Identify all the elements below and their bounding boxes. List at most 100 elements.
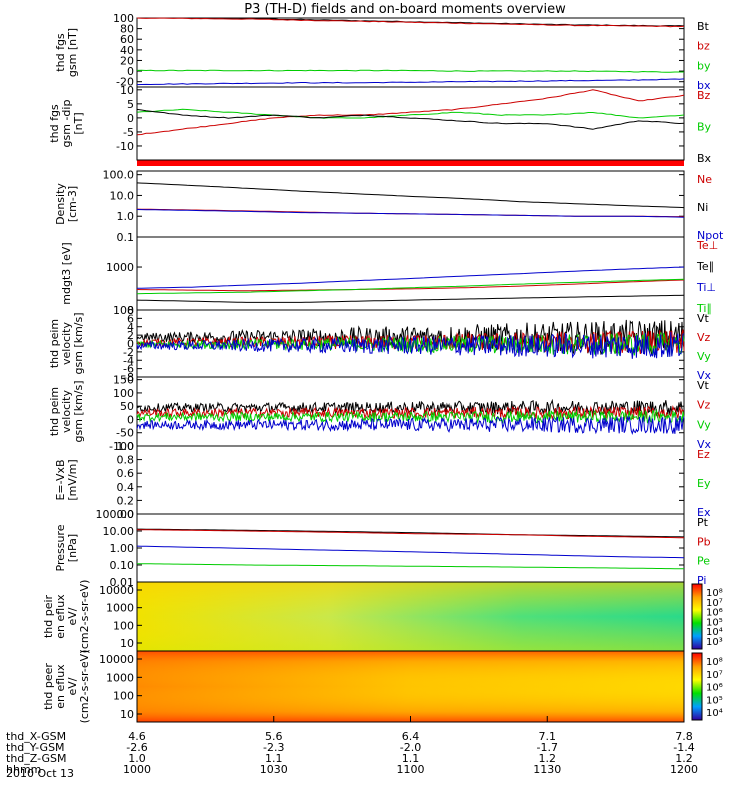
y-tick-label: 5 <box>127 98 134 111</box>
footer-value: 5.6 <box>265 730 283 743</box>
y-tick-label: 0.4 <box>117 481 135 494</box>
y-axis-label: en eflux <box>54 664 67 709</box>
y-tick-label: -2 <box>123 346 134 359</box>
y-tick-label: 20 <box>120 54 134 67</box>
y-axis-label: thd peim <box>48 387 61 436</box>
panel-frame <box>136 236 685 311</box>
footer-value: -2.6 <box>126 741 147 754</box>
y-axis-label: velocity <box>60 322 73 365</box>
legend-2: Ex <box>697 506 711 519</box>
footer-value: 7.1 <box>539 730 557 743</box>
panel-frame <box>136 445 685 515</box>
figure-title: P3 (TH-D) fields and on-board moments ov… <box>244 2 566 17</box>
legend-2: Bx <box>697 152 712 165</box>
y-axis-label: thd peer <box>42 663 55 710</box>
series-line-vx <box>136 331 685 359</box>
y-tick-label: -50 <box>116 427 134 440</box>
series-line-pe <box>137 563 685 570</box>
footer-value: -2.0 <box>400 741 421 754</box>
series-line-te∥ <box>136 294 685 303</box>
series-line-vy <box>136 408 685 425</box>
footer-value: 1.0 <box>128 752 146 765</box>
legend-3: Vx <box>697 438 712 451</box>
y-axis-label: E=-VxB <box>54 459 67 500</box>
y-tick-label: -6 <box>123 363 134 376</box>
legend-3: Pi <box>697 574 706 587</box>
legend-0: Vt <box>697 379 710 392</box>
y-axis-label: gsm [km/s] <box>72 380 85 442</box>
y-axis-label: eV/ <box>66 607 79 625</box>
colorbar-tick-label: 10⁸ <box>706 588 723 599</box>
spectrogram-overlay <box>137 651 684 722</box>
footer-value: 4.6 <box>128 730 146 743</box>
y-axis-label: (cm2-s-sr-eV) <box>78 650 91 724</box>
series-line-vt <box>136 319 685 356</box>
y-axis-label: (cm2-s-sr-eV) <box>78 580 91 654</box>
y-axis-label: Pressure <box>54 524 67 571</box>
y-axis-label: [mV/m] <box>66 459 79 500</box>
footer-labels: thd_X-GSM 4.6 5.6 6.4 7.1 7.8 thd_Y-GSM -2.6 -2.… <box>6 716 698 776</box>
legend-0: Te⊥ <box>696 239 718 252</box>
y-tick-label: 10 <box>120 84 134 97</box>
quality-flag-bar <box>137 160 684 166</box>
y-axis-label: thd peim <box>48 319 61 368</box>
footer-value: -1.7 <box>537 741 558 754</box>
legend-1: bz <box>697 40 710 53</box>
series-line-bz <box>136 89 685 136</box>
y-tick-label: 10.00 <box>103 525 135 538</box>
colorbar-tick-label: 10⁷ <box>706 670 723 681</box>
colorbar <box>691 652 703 721</box>
legend-2: Vy <box>697 418 711 431</box>
y-axis-label: [nT] <box>72 112 85 134</box>
footer-row-label: thd_Y-GSM <box>6 741 65 754</box>
y-tick-label: 100 <box>113 304 134 317</box>
y-tick-label: 0 <box>127 413 134 426</box>
y-tick-label: 0 <box>127 112 134 125</box>
y-tick-label: 0.10 <box>110 559 135 572</box>
y-axis-label: Density <box>54 183 67 225</box>
legend-3: Vx <box>697 369 712 382</box>
y-axis-label: [cm-3] <box>66 186 79 222</box>
panel-3: 100.0 10.0 1.0 0.1 Ne Ni Npot Density [cm-3] <box>54 169 724 244</box>
y-axis-label: gsm [nT] <box>66 28 79 77</box>
legend-2: by <box>697 59 711 72</box>
footer-value: 1.2 <box>539 752 557 765</box>
y-axis-label: velocity <box>60 390 73 433</box>
footer-value: 1.1 <box>265 752 283 765</box>
y-tick-label: 10000 <box>99 584 134 597</box>
footer-value: 1130 <box>533 763 561 776</box>
y-tick-label: 0 <box>127 338 134 351</box>
y-tick-label: 0.6 <box>117 467 135 480</box>
series-line-vy <box>136 332 685 357</box>
footer-value: 1000 <box>123 763 151 776</box>
series-line-vx <box>136 415 685 435</box>
y-tick-label: 10 <box>120 708 134 721</box>
footer-row-label: thd_X-GSM <box>6 730 66 743</box>
colorbar-tick-label: 10⁴ <box>706 627 723 638</box>
colorbar-tick-label: 10³ <box>706 637 723 648</box>
y-axis-label: thd peir <box>42 594 55 638</box>
series-line-ti∥ <box>136 278 685 295</box>
y-tick-label: 60 <box>120 33 134 46</box>
y-axis-label: thd fgs <box>48 104 61 143</box>
legend-0: Ez <box>697 448 710 461</box>
y-tick-label: 0.0 <box>117 508 135 521</box>
legend-1: Ey <box>697 477 711 490</box>
series-line-ti⊥ <box>136 266 685 289</box>
colorbar-tick-label: 10⁶ <box>706 608 723 619</box>
y-tick-label: 0 <box>127 65 134 78</box>
series-line-ni <box>136 182 685 209</box>
footer-value: -2.3 <box>263 741 284 754</box>
y-tick-label: 1000 <box>106 261 134 274</box>
legend-1: By <box>697 121 712 134</box>
y-tick-label: -5 <box>123 126 134 139</box>
legend-1: Vz <box>697 399 711 412</box>
colorbar-tick-label: 10⁸ <box>706 657 723 668</box>
y-axis-label: mdgt3 [eV] <box>60 242 73 304</box>
series-line-bx <box>136 78 685 86</box>
